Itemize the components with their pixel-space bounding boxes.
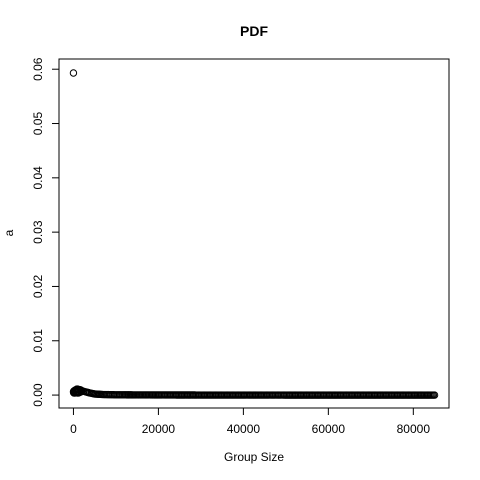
data-point — [430, 391, 439, 399]
x-tick-label: 20000 — [142, 422, 176, 436]
y-axis: 0.00 0.01 0.02 0.03 0.04 0.05 0.06 — [31, 57, 60, 407]
y-tick-label: 0.02 — [31, 274, 45, 298]
x-tick-label: 40000 — [227, 422, 261, 436]
y-tick-label: 0.05 — [31, 112, 45, 136]
y-axis-label: a — [2, 229, 16, 236]
data-point — [75, 385, 85, 396]
y-tick-label: 0.06 — [31, 57, 45, 81]
y-tick-label: 0.00 — [31, 383, 45, 407]
plot-frame — [58, 58, 450, 409]
x-tick-label: 60000 — [312, 422, 346, 436]
y-tick-label: 0.04 — [31, 166, 45, 190]
x-tick-label: 80000 — [397, 422, 431, 436]
x-axis: 0 20000 40000 60000 80000 — [70, 407, 431, 436]
y-tick-label: 0.03 — [31, 220, 45, 244]
outlier-point — [69, 69, 78, 77]
x-tick-label: 0 — [70, 422, 77, 436]
chart-title: PDF — [240, 23, 268, 39]
data-points — [69, 69, 439, 399]
x-axis-label: Group Size — [224, 450, 284, 464]
y-tick-label: 0.01 — [31, 329, 45, 353]
